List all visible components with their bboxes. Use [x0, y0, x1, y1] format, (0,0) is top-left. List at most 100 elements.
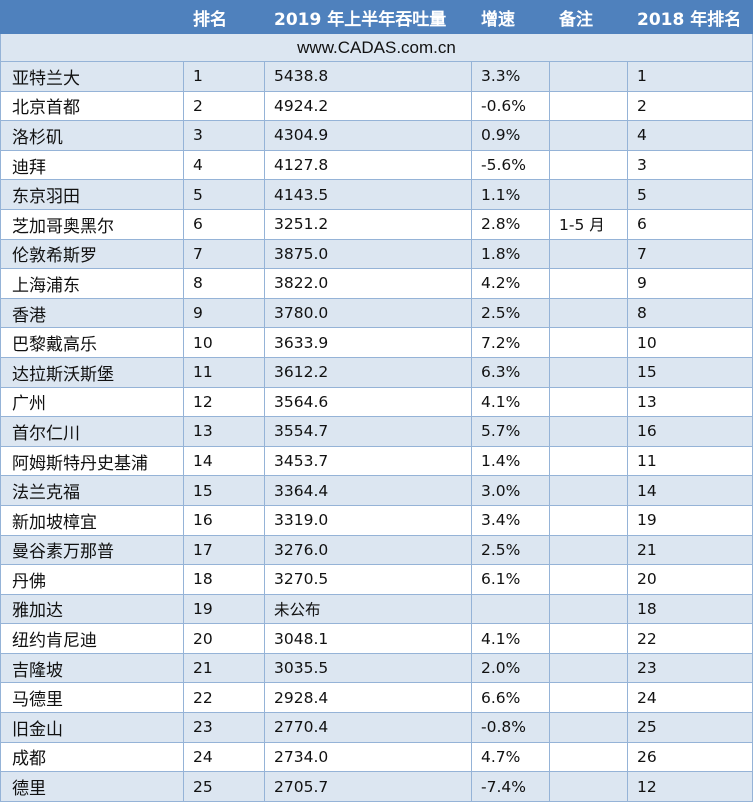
cell-rank: 1 [183, 61, 265, 92]
cell-note [549, 682, 628, 714]
table-row: 成都 24 2734.0 4.7% 26 [0, 741, 753, 773]
table-row: 阿姆斯特丹史基浦 14 3453.7 1.4% 11 [0, 445, 753, 477]
cell-city: 北京首都 [0, 90, 184, 122]
table-row: 旧金山 23 2770.4 -0.8% 25 [0, 712, 753, 743]
cell-growth: 6.1% [471, 564, 550, 595]
cell-note [549, 712, 628, 743]
cell-throughput: 2928.4 [264, 682, 472, 714]
cell-note [549, 297, 628, 329]
cell-growth: -5.6% [471, 149, 550, 181]
cell-rank-2018: 10 [627, 327, 753, 358]
website-watermark: www.CADAS.com.cn [0, 33, 753, 62]
cell-city: 纽约肯尼迪 [0, 623, 184, 654]
cell-rank-2018: 2 [627, 90, 753, 122]
cell-throughput: 3251.2 [264, 208, 472, 240]
header-throughput: 2019 年上半年吞吐量 [264, 0, 472, 34]
table-row: 达拉斯沃斯堡 11 3612.2 6.3% 15 [0, 356, 753, 388]
table-row: 丹佛 18 3270.5 6.1% 20 [0, 564, 753, 595]
table-row: 洛杉矶 3 4304.9 0.9% 4 [0, 120, 753, 151]
cell-city: 亚特兰大 [0, 61, 184, 92]
cell-rank: 3 [183, 120, 265, 151]
cell-throughput: 3612.2 [264, 356, 472, 388]
table-row: 东京羽田 5 4143.5 1.1% 5 [0, 179, 753, 210]
cell-rank: 20 [183, 623, 265, 654]
cell-rank: 18 [183, 564, 265, 595]
table-row: 吉隆坡 21 3035.5 2.0% 23 [0, 652, 753, 684]
cell-growth: 4.7% [471, 741, 550, 773]
cell-rank: 4 [183, 149, 265, 181]
cell-note [549, 534, 628, 566]
cell-city: 丹佛 [0, 564, 184, 595]
cell-city: 广州 [0, 386, 184, 418]
table-row: 亚特兰大 1 5438.8 3.3% 1 [0, 61, 753, 92]
cell-city: 达拉斯沃斯堡 [0, 356, 184, 388]
cell-note: 1-5 月 [549, 208, 628, 240]
cell-growth: -0.6% [471, 90, 550, 122]
cell-city: 雅加达 [0, 593, 184, 625]
cell-throughput: 3453.7 [264, 445, 472, 477]
header-rank-2018: 2018 年排名 [627, 0, 753, 34]
cell-throughput: 3276.0 [264, 534, 472, 566]
cell-city: 马德里 [0, 682, 184, 714]
cell-rank-2018: 4 [627, 120, 753, 151]
cell-throughput: 3633.9 [264, 327, 472, 358]
cell-growth: 2.0% [471, 652, 550, 684]
cell-note [549, 90, 628, 122]
cell-note [549, 268, 628, 299]
table-row: 新加坡樟宜 16 3319.0 3.4% 19 [0, 504, 753, 536]
cell-throughput: 3364.4 [264, 475, 472, 506]
cell-growth: 3.0% [471, 475, 550, 506]
cell-city: 东京羽田 [0, 179, 184, 210]
cell-growth: -7.4% [471, 771, 550, 802]
cell-throughput: 4304.9 [264, 120, 472, 151]
cell-rank-2018: 26 [627, 741, 753, 773]
table-body: www.CADAS.com.cn 亚特兰大 1 5438.8 3.3% 1 北京首都 2 49… [0, 33, 753, 802]
cell-growth: -0.8% [471, 712, 550, 743]
cell-note [549, 741, 628, 773]
cell-rank: 25 [183, 771, 265, 802]
cell-throughput: 4924.2 [264, 90, 472, 122]
cell-city: 旧金山 [0, 712, 184, 743]
cell-growth: 3.4% [471, 504, 550, 536]
cell-growth: 1.8% [471, 238, 550, 270]
cell-rank: 12 [183, 386, 265, 418]
header-row: 排名 2019 年上半年吞吐量 增速 备注 2018 年排名 [0, 0, 753, 34]
table-row: 德里 25 2705.7 -7.4% 12 [0, 771, 753, 802]
cell-rank-2018: 13 [627, 386, 753, 418]
cell-throughput: 3048.1 [264, 623, 472, 654]
cell-rank: 22 [183, 682, 265, 714]
table-row: 首尔仁川 13 3554.7 5.7% 16 [0, 416, 753, 447]
table-row: 法兰克福 15 3364.4 3.0% 14 [0, 475, 753, 506]
cell-note [549, 564, 628, 595]
cell-city: 芝加哥奥黑尔 [0, 208, 184, 240]
cell-city: 吉隆坡 [0, 652, 184, 684]
header-city [0, 0, 184, 34]
cell-rank-2018: 12 [627, 771, 753, 802]
cell-throughput: 3780.0 [264, 297, 472, 329]
website-row: www.CADAS.com.cn [0, 33, 753, 62]
cell-rank-2018: 8 [627, 297, 753, 329]
table-row: 伦敦希斯罗 7 3875.0 1.8% 7 [0, 238, 753, 270]
cell-rank-2018: 22 [627, 623, 753, 654]
cell-note [549, 504, 628, 536]
cell-city: 曼谷素万那普 [0, 534, 184, 566]
cell-throughput: 4127.8 [264, 149, 472, 181]
cell-throughput: 3875.0 [264, 238, 472, 270]
cell-rank-2018: 6 [627, 208, 753, 240]
cell-rank: 14 [183, 445, 265, 477]
table-row: 广州 12 3564.6 4.1% 13 [0, 386, 753, 418]
cell-rank: 10 [183, 327, 265, 358]
cell-rank: 19 [183, 593, 265, 625]
cell-rank: 21 [183, 652, 265, 684]
cell-growth: 6.6% [471, 682, 550, 714]
cell-note [549, 356, 628, 388]
cell-note [549, 652, 628, 684]
cell-growth: 4.1% [471, 386, 550, 418]
cell-rank-2018: 11 [627, 445, 753, 477]
table-row: 雅加达 19 未公布 18 [0, 593, 753, 625]
cell-rank: 8 [183, 268, 265, 299]
cell-city: 德里 [0, 771, 184, 802]
cell-rank-2018: 15 [627, 356, 753, 388]
cell-throughput: 4143.5 [264, 179, 472, 210]
